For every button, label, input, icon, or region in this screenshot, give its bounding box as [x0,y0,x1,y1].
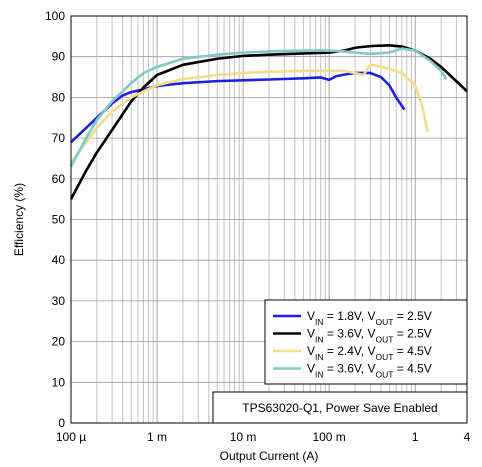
series-line-4 [69,47,448,168]
x-tick-label: 4 [464,430,471,444]
series-line-1 [70,71,406,144]
x-tick-label: 1 [412,430,419,444]
y-tick-label: 50 [52,213,66,227]
series-line-3 [69,63,430,164]
legend-label-1: VIN = 1.8V, VOUT = 2.5V [307,309,432,327]
y-tick-label: 0 [58,416,65,430]
y-tick-labels: 0 10 20 30 40 50 60 70 80 90 100 [45,9,65,430]
y-tick-label: 90 [52,50,66,64]
y-tick-label: 40 [52,253,66,267]
annotation-box [212,391,468,424]
legend-label-3: VIN = 2.4V, VOUT = 4.5V [307,344,432,362]
y-tick-label: 20 [52,335,66,349]
y-tick-label: 80 [52,90,66,104]
legend-box [264,299,468,385]
x-tick-label: 100 m [312,430,345,444]
y-tick-label: 100 [45,9,65,23]
x-tick-label: 10 m [230,430,257,444]
y-tick-label: 60 [52,172,66,186]
y-tick-label: 10 [52,375,66,389]
series-lines [69,44,468,200]
annotation-text: TPS63020-Q1, Power Save Enabled [242,401,437,415]
y-tick-label: 70 [52,131,66,145]
x-tick-label: 100 µ [56,430,86,444]
x-axis-label: Output Current (A) [220,449,319,463]
y-axis-label: Efficiency (%) [12,183,26,256]
x-tick-labels: 100 µ 1 m 10 m 100 m 1 4 [56,430,471,444]
x-tick-label: 1 m [147,430,167,444]
legend-label-2: VIN = 3.6V, VOUT = 2.5V [307,327,432,345]
annotation: TPS63020-Q1, Power Save Enabled [212,391,468,424]
y-tick-label: 30 [52,294,66,308]
legend-label-4: VIN = 3.6V, VOUT = 4.5V [307,362,432,380]
